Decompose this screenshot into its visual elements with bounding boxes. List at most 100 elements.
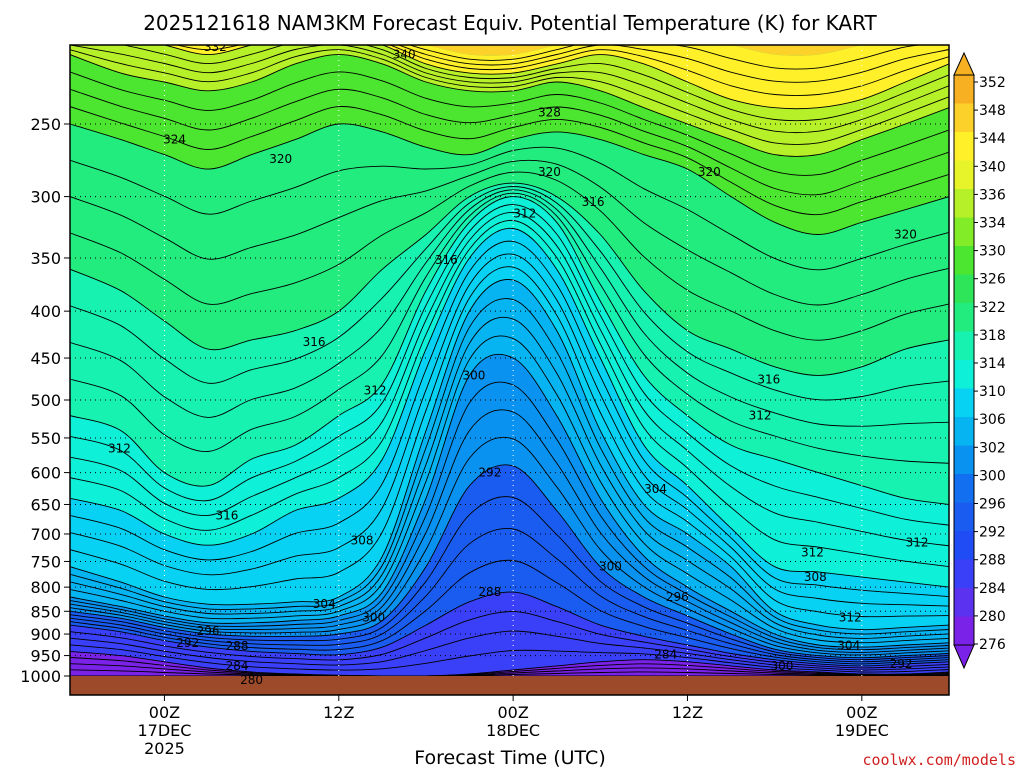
contour-label: 296	[197, 624, 220, 638]
colorbar-bin	[954, 217, 974, 247]
contour-label: 312	[906, 535, 929, 549]
contour-line	[70, 496, 949, 661]
colorbar-bin	[954, 388, 974, 418]
y-tick-label: 250	[30, 115, 61, 134]
contour-line	[70, 49, 949, 145]
colorbar-bin	[954, 360, 974, 389]
contour-line	[70, 240, 949, 598]
contour-line	[174, 45, 949, 96]
contour-label: 320	[698, 165, 721, 179]
contour-line	[70, 123, 949, 235]
contour-label: 312	[513, 206, 536, 220]
contour-label: 296	[666, 590, 689, 604]
source-credit: coolwx.com/models	[862, 751, 1016, 768]
y-tick-label: 400	[30, 302, 61, 321]
field-band-2	[70, 464, 949, 666]
contour-line	[70, 227, 949, 588]
colorbar-bin	[954, 502, 974, 532]
field-band-5	[70, 228, 949, 630]
contour-line	[408, 45, 923, 70]
colorbar-bin	[954, 246, 974, 275]
contour-label: 280	[240, 673, 263, 687]
colorbar-label: 348	[979, 103, 1006, 119]
contour-line	[70, 591, 949, 667]
contour-label: 312	[749, 409, 772, 423]
contour-label: 292	[890, 657, 913, 671]
x-tick-label: 00Z	[149, 703, 180, 722]
colorbar-label: 330	[979, 244, 1006, 260]
x-tick-label: 2025	[144, 739, 185, 758]
colorbar-label: 292	[979, 525, 1006, 541]
colorbar-label: 288	[979, 553, 1006, 569]
contour-line	[70, 212, 949, 547]
field-band-7	[70, 183, 949, 505]
colorbar-bin	[954, 75, 974, 104]
contour-label: 304	[313, 597, 336, 611]
colorbar-label: 336	[979, 187, 1006, 203]
contour-line	[70, 409, 949, 653]
colorbar-bin	[954, 474, 974, 503]
y-tick-label: 850	[30, 602, 61, 621]
y-tick-label: 1000	[20, 667, 61, 686]
y-tick-label: 600	[30, 464, 61, 483]
contour-label: 288	[226, 639, 249, 653]
y-tick-label: 950	[30, 647, 61, 666]
contour-label: 308	[351, 534, 374, 548]
contour-line	[70, 189, 949, 427]
colorbar-bin	[954, 303, 974, 332]
contour-label: 312	[364, 383, 387, 397]
y-tick-label: 300	[30, 188, 61, 207]
contour-line	[70, 669, 949, 677]
contour-label: 316	[303, 335, 326, 349]
y-tick-label: 900	[30, 625, 61, 644]
colorbar-label: 280	[979, 609, 1006, 625]
contour-label: 300	[599, 560, 622, 574]
contour-line	[70, 381, 949, 651]
y-tick-label: 700	[30, 525, 61, 544]
contour-label: 300	[362, 610, 385, 624]
contour-line	[70, 204, 949, 526]
x-tick-label: 18DEC	[486, 721, 540, 740]
colorbar-label: 314	[979, 356, 1006, 372]
contour-line	[70, 106, 949, 216]
contour-label: 320	[269, 152, 292, 166]
colorbar: 352 348 344 340 336 334 330 326 322 318 314 310 306 3…	[953, 51, 1006, 670]
field-band-9	[70, 54, 949, 235]
contour-line	[70, 298, 949, 635]
contour-label: 288	[478, 585, 501, 599]
field-band-8	[70, 123, 949, 376]
contour-label: 320	[538, 165, 561, 179]
field-band-0	[70, 651, 949, 677]
colorbar-bin	[954, 189, 974, 218]
contour-label: 304	[644, 482, 667, 496]
colorbar-bin	[954, 274, 974, 304]
colorbar-bin	[954, 616, 974, 646]
contour-line	[70, 182, 949, 376]
contour-label: 312	[108, 442, 131, 456]
plot-frame	[69, 44, 950, 696]
y-tick-label: 650	[30, 495, 61, 514]
contour-label: 328	[538, 106, 561, 120]
x-tick-label: 00Z	[497, 703, 528, 722]
colorbar-label: 352	[979, 75, 1006, 91]
colorbar-label: 284	[979, 581, 1006, 597]
colorbar-label: 344	[979, 131, 1006, 147]
contour-label: 324	[163, 133, 186, 147]
contour-labels: 332 340 324 328 320 320 320 316 312 320 316 316 300 3…	[108, 45, 929, 687]
contour-label: 292	[176, 636, 199, 650]
x-tick-label: 00Z	[846, 703, 877, 722]
x-tick-label: 17DEC	[137, 721, 191, 740]
contour-label: 316	[215, 508, 238, 522]
x-tick-label: 19DEC	[835, 721, 889, 740]
colorbar-bin	[954, 331, 974, 361]
y-tick-label: 350	[30, 249, 61, 268]
contour-line	[70, 192, 949, 464]
contour-label: 316	[582, 195, 605, 209]
contour-label: 312	[839, 610, 862, 624]
contour-label: 292	[478, 466, 501, 480]
contour-label: 300	[770, 659, 793, 673]
colorbar-label: 318	[979, 328, 1006, 344]
contour-line	[162, 45, 949, 110]
